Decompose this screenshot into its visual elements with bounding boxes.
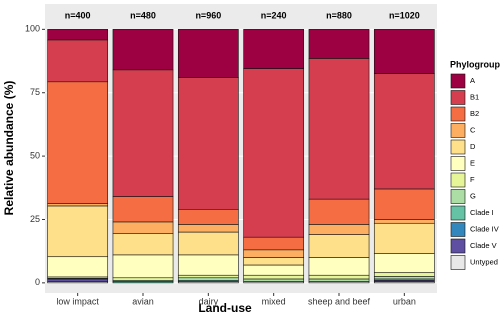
bar-segment — [47, 39, 109, 83]
y-axis-title: Relative abundance (%) — [2, 81, 16, 216]
bar-segment — [47, 256, 109, 278]
legend-key — [450, 222, 466, 237]
y-tick-label: 50 — [30, 150, 40, 160]
bar-segment — [112, 277, 174, 281]
bar-segment — [373, 188, 435, 220]
bar-segment — [373, 281, 435, 284]
legend-label: D — [470, 142, 476, 151]
x-tick-label: sheep and beef — [308, 296, 371, 306]
bar-segment — [308, 224, 370, 235]
bar-segment — [373, 29, 435, 75]
legend-key — [450, 172, 466, 188]
bar-segment — [243, 29, 305, 69]
annotation: n=240 — [261, 10, 287, 20]
bar-segment — [373, 222, 435, 255]
bar-segment — [177, 231, 239, 256]
bar-segment — [308, 29, 370, 59]
y-tick-label: 0 — [35, 277, 40, 287]
bar-segment — [47, 29, 109, 41]
bar-segment — [177, 224, 239, 233]
bar-segment — [177, 209, 239, 225]
annotation: n=880 — [326, 10, 352, 20]
bar-segment — [47, 205, 109, 258]
bar-segment — [308, 274, 370, 280]
x-tick-label: avian — [132, 296, 154, 306]
legend-key — [450, 156, 466, 171]
legend-key — [450, 255, 466, 270]
legend-label: A — [470, 76, 475, 85]
legend-label: F — [470, 175, 475, 184]
annotation: n=960 — [195, 10, 221, 20]
bar-segment — [243, 68, 305, 238]
legend-key — [450, 123, 466, 138]
bar-segment — [243, 236, 305, 251]
bar-segment — [112, 69, 174, 197]
y-tick-label: 100 — [25, 24, 40, 34]
x-tick-label: mixed — [262, 296, 286, 306]
legend-key — [450, 139, 466, 155]
bar-segment — [243, 264, 305, 276]
bar-segment — [308, 198, 370, 225]
bar-segment — [112, 254, 174, 279]
legend-key — [450, 205, 466, 221]
bar-segment — [243, 257, 305, 266]
bar-segment — [112, 29, 174, 71]
bar-segment — [373, 253, 435, 274]
bar-segment — [112, 221, 174, 234]
bar-segment — [308, 58, 370, 200]
bar-segment — [112, 281, 174, 284]
x-tick-label: urban — [393, 296, 416, 306]
legend-label: Clade V — [470, 241, 497, 250]
bar-segment — [243, 278, 305, 282]
bar-segment — [177, 277, 239, 281]
legend-key — [450, 106, 466, 122]
x-axis-title: Land-use — [198, 301, 252, 315]
bar-segment — [112, 233, 174, 256]
bar-segment — [243, 274, 305, 280]
bar-segment — [308, 257, 370, 276]
plot-panel — [45, 4, 437, 293]
legend-label: E — [470, 158, 475, 167]
bar-segment — [47, 278, 109, 282]
bar-segment — [47, 203, 109, 207]
legend-label: B1 — [470, 92, 479, 101]
annotation: n=1020 — [389, 10, 420, 20]
bar-segment — [177, 29, 239, 78]
bar-segment — [177, 281, 239, 284]
bar-segment — [373, 276, 435, 280]
bar-segment — [308, 278, 370, 282]
legend-label: Untyped — [470, 257, 498, 266]
legend-key — [450, 238, 466, 254]
bar-segment — [177, 274, 239, 279]
legend-title: Phylogroup — [450, 59, 500, 69]
bar-segment — [243, 281, 305, 284]
bar-segment — [373, 272, 435, 277]
legend-label: G — [470, 191, 476, 200]
bar-segment — [308, 234, 370, 258]
legend-label: B2 — [470, 109, 479, 118]
legend-key — [450, 73, 466, 89]
x-tick-label: dairy — [199, 296, 219, 306]
bar-segment — [47, 281, 109, 284]
x-tick-label: low impact — [56, 296, 99, 306]
legend-label: Clade I — [470, 208, 494, 217]
legend-key — [450, 189, 466, 204]
bar-segment — [373, 73, 435, 190]
y-tick-label: 75 — [30, 87, 40, 97]
legend-label: Clade IV — [470, 224, 499, 233]
bar-segment — [47, 81, 109, 204]
y-tick-label: 25 — [30, 214, 40, 224]
bar-segment — [112, 196, 174, 223]
bar-segment — [308, 281, 370, 284]
annotation: n=480 — [130, 10, 156, 20]
legend-key — [450, 90, 466, 105]
annotation: n=400 — [65, 10, 91, 20]
bar-segment — [177, 254, 239, 276]
legend-label: C — [470, 125, 476, 134]
bar-segment — [243, 249, 305, 258]
bar-segment — [177, 77, 239, 210]
bar-segment — [373, 219, 435, 224]
